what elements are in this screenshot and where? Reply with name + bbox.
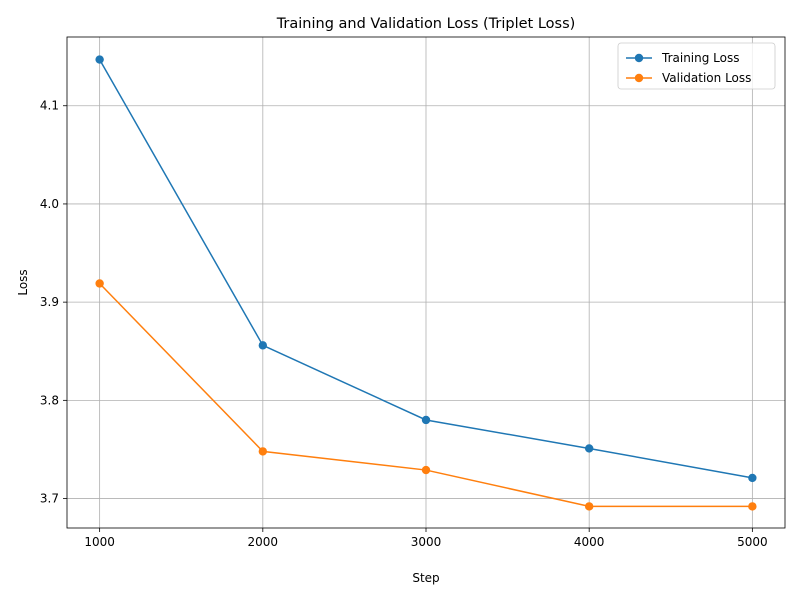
data-point <box>584 444 594 453</box>
x-tick-label: 5000 <box>737 535 768 549</box>
legend-label: Training Loss <box>661 51 739 65</box>
data-point <box>95 55 104 64</box>
data-point <box>748 473 757 483</box>
y-tick-label: 3.8 <box>40 393 59 407</box>
data-point <box>95 279 104 288</box>
legend-marker <box>634 53 644 63</box>
y-tick-label: 3.9 <box>40 295 59 309</box>
legend: Training Loss Validation Loss <box>617 42 776 90</box>
y-tick-label: 4.0 <box>40 197 59 211</box>
legend-marker <box>634 73 644 83</box>
data-point <box>421 415 431 425</box>
y-tick-label: 3.7 <box>40 492 59 506</box>
x-tick-label: 2000 <box>248 535 279 549</box>
data-point <box>584 502 594 511</box>
x-tick-label: 4000 <box>574 535 605 549</box>
x-axis-ticks: 1000 2000 3000 4000 5000 <box>84 528 768 549</box>
chart-title: Training and Validation Loss (Triplet Lo… <box>276 16 576 32</box>
y-tick-label: 4.1 <box>40 99 59 113</box>
data-point <box>258 341 268 350</box>
x-axis-label: Step <box>412 571 439 585</box>
data-point <box>258 447 268 456</box>
data-point <box>421 465 431 475</box>
legend-box <box>617 42 776 90</box>
x-tick-label: 1000 <box>84 535 115 549</box>
x-tick-label: 3000 <box>411 535 442 549</box>
legend-label: Validation Loss <box>662 71 751 85</box>
grid <box>67 37 785 528</box>
y-axis-label: Loss <box>16 269 30 295</box>
series-layer <box>95 55 757 511</box>
y-axis-ticks: 3.7 3.8 3.9 4.0 4.1 <box>40 99 67 506</box>
data-point <box>748 502 757 511</box>
